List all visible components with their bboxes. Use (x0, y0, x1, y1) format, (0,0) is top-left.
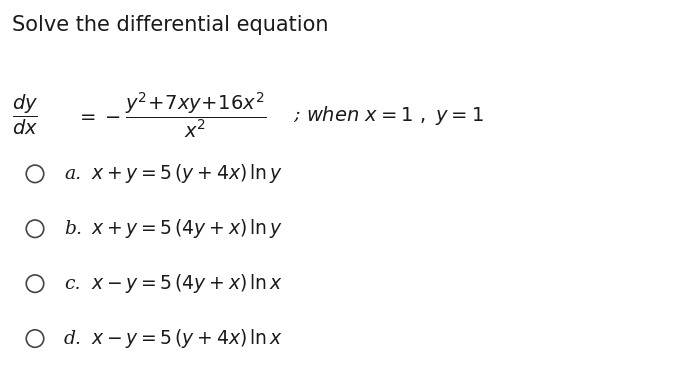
Text: c.: c. (64, 274, 81, 293)
Text: $\dfrac{dy}{dx}$: $\dfrac{dy}{dx}$ (12, 93, 38, 137)
Text: $=$: $=$ (76, 106, 96, 125)
Text: $x + y = 5\,(y + 4x)\,\mathrm{ln}\, y$: $x + y = 5\,(y + 4x)\,\mathrm{ln}\, y$ (91, 163, 283, 185)
Text: Solve the differential equation: Solve the differential equation (12, 15, 328, 35)
Text: ;: ; (293, 106, 299, 124)
Text: $\mathit{when}\ x = 1\ ,\ y = 1$: $\mathit{when}\ x = 1\ ,\ y = 1$ (306, 104, 484, 127)
Text: d.: d. (64, 329, 82, 348)
Text: $-$: $-$ (104, 106, 120, 125)
Text: $x - y = 5\,(4y + x)\,\mathrm{ln}\, x$: $x - y = 5\,(4y + x)\,\mathrm{ln}\, x$ (91, 272, 283, 295)
Text: b.: b. (64, 220, 82, 238)
Text: $x - y = 5\,(y + 4x)\,\mathrm{ln}\, x$: $x - y = 5\,(y + 4x)\,\mathrm{ln}\, x$ (91, 327, 283, 350)
Text: a.: a. (64, 165, 81, 183)
Text: $\dfrac{y^2\!+\!7xy\!+\!16x^2}{x^2}$: $\dfrac{y^2\!+\!7xy\!+\!16x^2}{x^2}$ (125, 90, 266, 140)
Text: $x + y = 5\,(4y + x)\,\mathrm{ln}\, y$: $x + y = 5\,(4y + x)\,\mathrm{ln}\, y$ (91, 217, 283, 240)
